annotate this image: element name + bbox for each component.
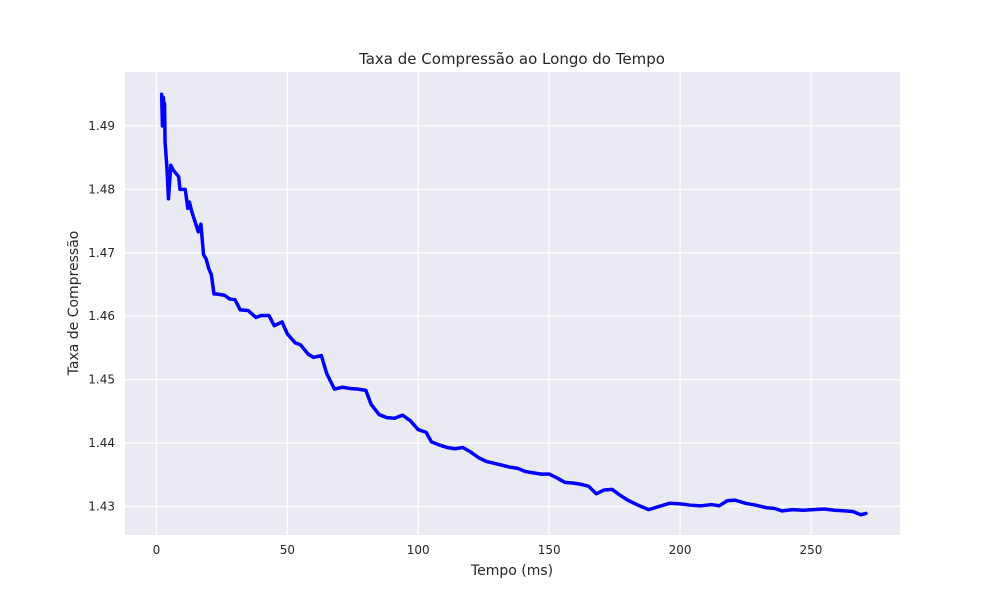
y-axis-label: Taxa de Compressão: [66, 231, 82, 377]
y-tick-label: 1.47: [88, 246, 115, 260]
x-tick-label: 150: [538, 543, 561, 557]
y-axis-ticks: 1.43 1.44 1.45 1.46 1.47 1.48 1.49: [88, 119, 115, 514]
x-tick-label: 250: [800, 543, 823, 557]
x-tick-label: 0: [153, 543, 161, 557]
y-tick-label: 1.45: [88, 373, 115, 387]
x-gridlines: [155, 72, 812, 535]
y-tick-label: 1.46: [88, 309, 115, 323]
series-group: [159, 92, 868, 517]
y-tick-label: 1.49: [88, 119, 115, 133]
y-tick-label: 1.48: [88, 182, 115, 196]
x-tick-label: 100: [407, 543, 430, 557]
x-tick-label: 50: [280, 543, 295, 557]
chart-title: Taxa de Compressão ao Longo do Tempo: [358, 50, 665, 68]
y-tick-label: 1.44: [88, 436, 115, 450]
x-axis-label: Tempo (ms): [470, 563, 553, 579]
plot-area: [125, 72, 900, 535]
x-tick-label: 200: [669, 543, 692, 557]
y-tick-label: 1.43: [88, 499, 115, 513]
x-axis-ticks: 0 50 100 150 200 250: [153, 543, 823, 557]
series-line: [159, 92, 868, 517]
